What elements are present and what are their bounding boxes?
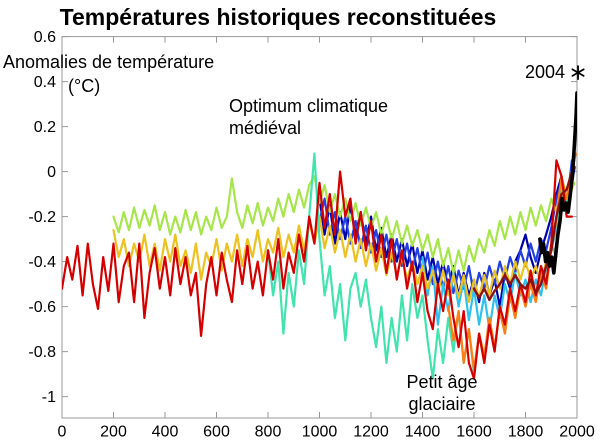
annotation-medieval-optimum: Optimum climatique médiéval	[229, 95, 388, 139]
y-tick-label: -0.4	[28, 254, 56, 271]
y-tick-label: -1	[42, 389, 56, 406]
series-group	[62, 91, 577, 380]
x-tick-label: 2000	[559, 423, 595, 440]
y-axis-unit-label: (°C)	[68, 76, 101, 96]
annotation-lia-line1: Petit âge	[406, 372, 478, 392]
annotation-little-ice-age: Petit âge glaciaire	[392, 371, 492, 415]
chart-title: Températures historiques reconstituées	[59, 4, 497, 30]
annotation-medieval-line2: médiéval	[229, 118, 302, 138]
marker-spoke	[571, 68, 585, 77]
y-axis-title: Anomalies de température	[3, 52, 215, 72]
x-tick-label: 600	[203, 423, 230, 440]
y-tick-label: -0.6	[28, 299, 56, 316]
y-tick-label: -0.2	[28, 209, 56, 226]
y-tick-label: -0.8	[28, 344, 56, 361]
annotation-2004-label: 2004	[524, 62, 565, 82]
y-tick-label: 0.4	[34, 74, 56, 91]
x-tick-label: 400	[152, 423, 179, 440]
x-tick-label: 1400	[405, 423, 441, 440]
series-line-cyan	[421, 188, 568, 331]
x-tick-label: 1800	[508, 423, 544, 440]
x-tick-label: 200	[100, 423, 127, 440]
y-tick-label: 0.2	[34, 119, 56, 136]
x-tick-label: 0	[58, 423, 67, 440]
annotation-medieval-line1: Optimum climatique	[229, 96, 389, 116]
series-line-noir-instrumental	[538, 91, 577, 275]
series-line-jaune	[112, 181, 574, 304]
marker-2004-asterisk	[571, 65, 585, 81]
series-line-vert-clair	[112, 175, 576, 274]
x-tick-label: 1200	[353, 423, 389, 440]
x-tick-label: 800	[255, 423, 282, 440]
annotation-lia-line2: glaciaire	[408, 394, 476, 414]
series-line-rouge	[62, 159, 574, 380]
series-line-rouge-fonce	[472, 165, 576, 302]
x-tick-label: 1600	[456, 423, 492, 440]
y-tick-label: 0	[47, 164, 56, 181]
y-tick-label: 0.6	[34, 29, 56, 46]
x-tick-label: 1000	[302, 423, 338, 440]
